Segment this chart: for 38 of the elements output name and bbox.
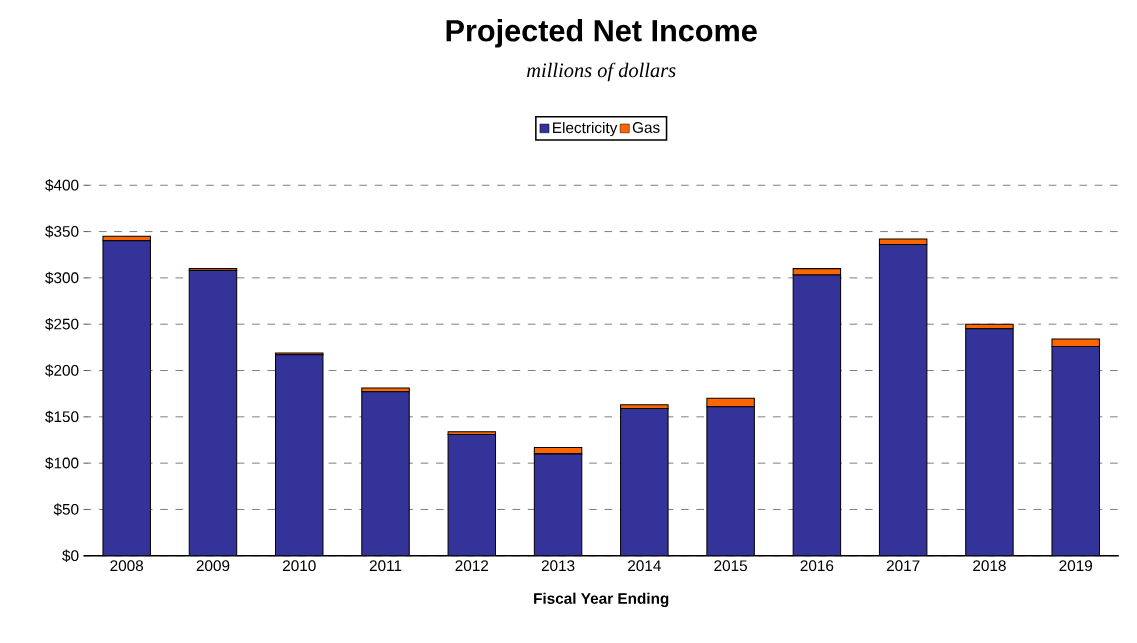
y-tick-label: $300 [45,271,79,285]
x-tick-label: 2012 [455,560,489,572]
x-tick-label: 2017 [886,560,920,572]
y-tick-label: $0 [62,549,79,562]
bar [361,391,410,556]
y-tick-label: $150 [45,410,79,424]
y-tick-label: $350 [45,225,79,238]
chart-subtitle: millions of dollars [527,62,676,82]
x-axis-title: Fiscal Year Ending [534,592,669,608]
bar [792,274,842,556]
y-tick-label: $100 [45,456,79,470]
x-tick-label: 2014 [628,560,661,572]
bar [620,408,669,556]
legend-label: Electricity [553,121,618,137]
x-tick-label: 2018 [973,560,1006,572]
x-tick-label: 2011 [369,560,402,572]
bar [1051,345,1100,556]
y-tick-label: $200 [45,364,79,377]
x-tick-label: 2010 [282,560,316,572]
bar [878,244,928,556]
x-tick-label: 2008 [110,560,144,572]
x-tick-label: 2013 [541,560,575,572]
bar [188,269,238,556]
legend-label: Gas [632,122,660,133]
bar [102,240,151,556]
bar [706,406,755,556]
y-tick-label: $400 [45,179,79,192]
chart-title: Projected Net Income [446,19,757,48]
y-tick-label: $50 [53,503,79,516]
bar [533,453,583,556]
x-tick-label: 2015 [714,560,747,572]
x-tick-label: 2009 [196,560,230,572]
y-tick-label: $250 [45,318,79,331]
x-tick-label: 2019 [1059,560,1093,572]
bar [275,354,324,556]
x-tick-label: 2016 [800,560,834,572]
bar [965,328,1014,556]
bar [447,433,497,556]
